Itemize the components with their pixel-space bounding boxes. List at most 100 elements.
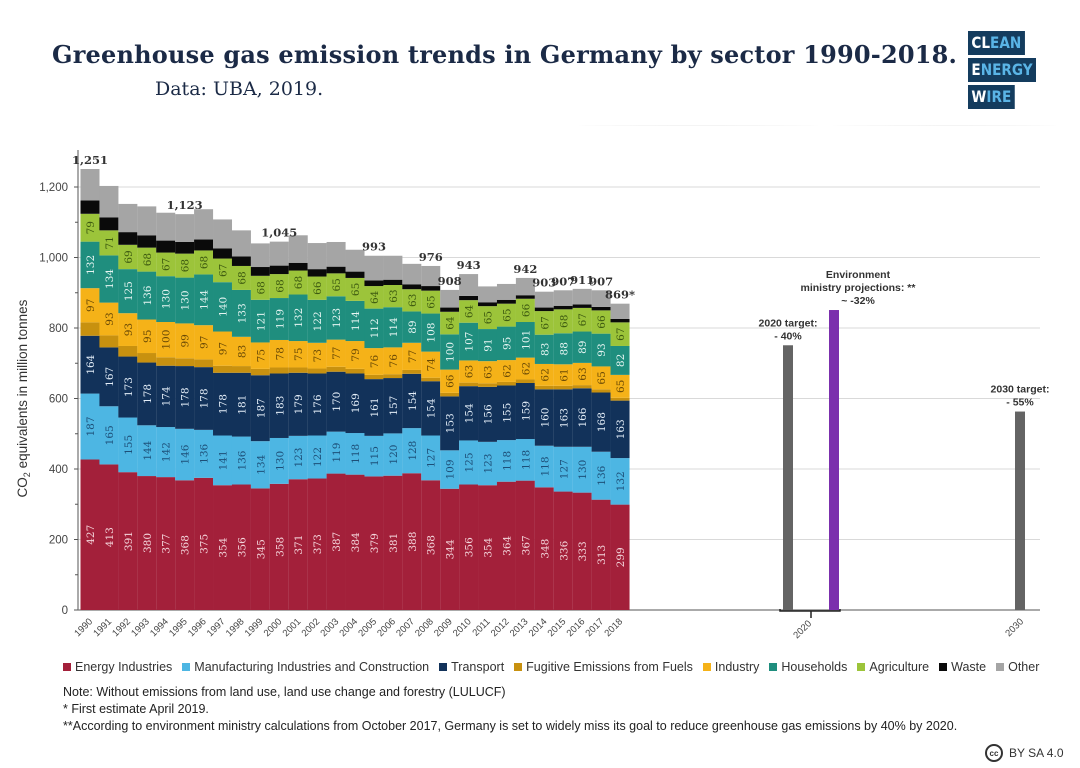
bar-segment-energy-industries xyxy=(118,472,138,610)
y-axis-label: CO2 equivalents in million tonnes xyxy=(15,299,32,497)
bar-value-label: 65 xyxy=(596,371,608,384)
bar-value-label: 120 xyxy=(388,445,400,465)
total-label: 908 xyxy=(438,274,462,288)
bar-segment-industry xyxy=(591,366,611,390)
bar-value-label: 99 xyxy=(180,334,192,347)
bar-segment-industry xyxy=(459,360,479,383)
bar-value-label: 63 xyxy=(464,365,476,378)
bar-value-label: 132 xyxy=(293,308,305,328)
target-label: - 40% xyxy=(774,330,802,342)
bar-segment-transport xyxy=(288,372,308,436)
bar-segment-manufacturing-industries-and-construction xyxy=(250,441,270,489)
bar-segment-industry xyxy=(515,357,535,380)
bar-value-label: 187 xyxy=(85,417,97,437)
bar-value-label: 89 xyxy=(407,320,419,333)
bar-segment-transport xyxy=(553,389,573,447)
bar-segment-waste xyxy=(383,279,403,285)
legend-item: Manufacturing Industries and Constructio… xyxy=(182,660,429,674)
bar-value-label: 134 xyxy=(104,269,116,289)
bar-value-label: 78 xyxy=(274,347,286,360)
bar-value-label: 76 xyxy=(388,354,400,368)
bar-value-label: 75 xyxy=(293,348,305,361)
note-first-estimate: * First estimate April 2019. xyxy=(63,702,209,716)
bar-value-label: 97 xyxy=(85,299,97,312)
legend-swatch xyxy=(769,663,778,671)
x-tick-label: 1991 xyxy=(91,616,114,639)
x-tick-label: 2013 xyxy=(508,616,531,639)
x-tick-label: 1996 xyxy=(186,616,209,639)
bar-segment-energy-industries xyxy=(156,477,176,610)
target-label: 2030 target: xyxy=(991,384,1050,396)
bar-segment-transport xyxy=(534,389,554,446)
bar-segment-other xyxy=(459,274,479,296)
bar-segment-manufacturing-industries-and-construction xyxy=(213,435,233,486)
legend-swatch xyxy=(857,663,866,671)
total-label: 1,123 xyxy=(167,198,203,212)
x-tick-label: 1998 xyxy=(224,616,247,639)
bar-value-label: 161 xyxy=(369,397,381,417)
target-label: Environment xyxy=(826,269,891,281)
bar-segment-waste xyxy=(288,262,308,271)
bar-segment-manufacturing-industries-and-construction xyxy=(175,428,195,481)
bar-segment-households xyxy=(175,277,195,324)
bar-segment-energy-industries xyxy=(402,473,422,610)
bar-segment-transport xyxy=(213,372,233,436)
bar-segment-fugitive-emissions-from-fuels xyxy=(326,366,346,372)
legend-item: Industry xyxy=(702,660,759,674)
bar-value-label: 67 xyxy=(539,316,551,329)
bar-segment-other xyxy=(175,214,195,242)
bar-value-label: 123 xyxy=(331,308,343,328)
bar-segment-manufacturing-industries-and-construction xyxy=(80,393,100,460)
license: cc BY SA 4.0 xyxy=(985,744,1064,762)
bar-value-label: 163 xyxy=(558,408,570,428)
bar-value-label: 164 xyxy=(85,354,97,374)
bar-value-label: 154 xyxy=(426,398,438,418)
header-panel xyxy=(22,8,1062,126)
bar-segment-households xyxy=(156,276,176,323)
bar-segment-agriculture xyxy=(421,290,441,314)
legend-label: Households xyxy=(781,660,848,674)
bar-segment-industry xyxy=(80,288,100,323)
bar-value-label: 130 xyxy=(577,460,589,480)
bar-segment-other xyxy=(288,235,308,263)
bar-segment-agriculture xyxy=(496,303,516,327)
bar-segment-energy-industries xyxy=(383,475,403,610)
bar-segment-other xyxy=(572,288,592,305)
bar-segment-transport xyxy=(307,373,327,436)
bar-segment-other xyxy=(515,277,535,296)
bar-segment-agriculture xyxy=(383,284,403,308)
bar-segment-agriculture xyxy=(591,310,611,334)
bar-value-label: 107 xyxy=(464,332,476,352)
bar-segment-other xyxy=(402,263,422,285)
bar-segment-households xyxy=(80,241,100,289)
bar-value-label: 118 xyxy=(539,457,551,477)
bar-segment-other xyxy=(383,255,403,280)
x-tick-label: 2018 xyxy=(602,616,625,639)
bar-segment-households xyxy=(534,334,554,364)
bar-segment-transport xyxy=(156,365,176,428)
target-bar xyxy=(829,310,839,610)
bar-value-label: 101 xyxy=(520,330,532,350)
bar-segment-agriculture xyxy=(213,258,233,283)
bar-segment-manufacturing-industries-and-construction xyxy=(156,427,176,478)
bar-segment-transport xyxy=(383,378,403,434)
bar-value-label: 61 xyxy=(558,368,570,381)
x-tick-label: 1999 xyxy=(243,616,266,639)
bar-value-label: 368 xyxy=(180,535,192,555)
bar-value-label: 100 xyxy=(161,330,173,350)
bar-segment-agriculture xyxy=(194,250,214,275)
bar-segment-transport xyxy=(99,347,119,407)
bar-segment-industry xyxy=(572,362,592,386)
bar-segment-energy-industries xyxy=(345,474,365,610)
bar-segment-industry xyxy=(194,325,214,360)
bar-segment-energy-industries xyxy=(610,504,630,610)
x-tick-label: 1995 xyxy=(167,616,190,639)
bar-value-label: 146 xyxy=(180,444,192,464)
bar-segment-energy-industries xyxy=(80,459,100,610)
bar-segment-energy-industries xyxy=(478,485,498,610)
bar-value-label: 67 xyxy=(161,258,173,271)
bar-segment-waste xyxy=(478,302,498,307)
bar-segment-agriculture xyxy=(175,253,195,278)
logo-first: CL xyxy=(971,33,991,52)
bar-value-label: 130 xyxy=(161,289,173,309)
